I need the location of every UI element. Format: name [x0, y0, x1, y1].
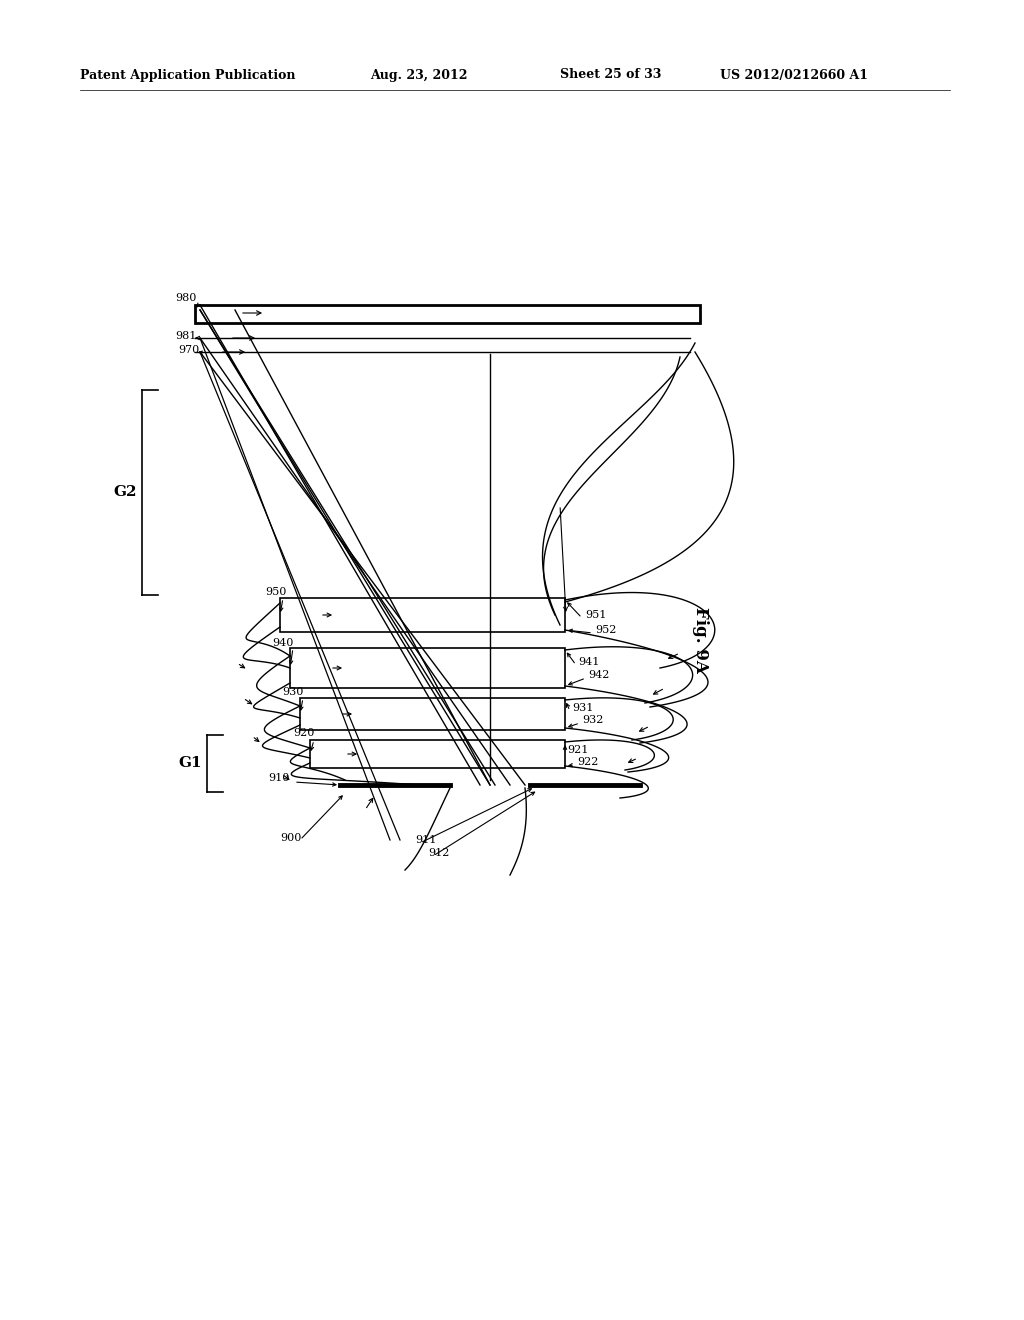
Text: 941: 941	[578, 657, 599, 667]
Bar	[290, 648, 565, 688]
Text: Patent Application Publication: Patent Application Publication	[80, 69, 296, 82]
Text: Fig. 9A: Fig. 9A	[691, 607, 709, 673]
Text: 942: 942	[588, 671, 609, 680]
Bar	[195, 305, 700, 323]
Text: 970: 970	[178, 345, 200, 355]
Text: 980: 980	[175, 293, 197, 304]
Text: 910: 910	[268, 774, 290, 783]
Text: 911: 911	[415, 836, 436, 845]
Text: 950: 950	[265, 587, 287, 597]
Text: Aug. 23, 2012: Aug. 23, 2012	[370, 69, 468, 82]
Text: 981: 981	[175, 331, 197, 341]
Text: 912: 912	[428, 847, 450, 858]
Text: 930: 930	[282, 686, 303, 697]
Bar	[310, 741, 565, 768]
Text: 921: 921	[567, 744, 589, 755]
Text: Sheet 25 of 33: Sheet 25 of 33	[560, 69, 662, 82]
Text: 940: 940	[272, 638, 293, 648]
Text: 900: 900	[280, 833, 301, 843]
Text: 920: 920	[293, 729, 314, 738]
Text: 952: 952	[595, 624, 616, 635]
Text: US 2012/0212660 A1: US 2012/0212660 A1	[720, 69, 868, 82]
Text: 922: 922	[577, 756, 598, 767]
Text: G1: G1	[178, 756, 202, 770]
Text: 951: 951	[585, 610, 606, 620]
Text: 932: 932	[582, 715, 603, 725]
Text: G2: G2	[114, 484, 137, 499]
Text: 931: 931	[572, 704, 593, 713]
Bar	[280, 598, 565, 632]
Bar	[300, 698, 565, 730]
